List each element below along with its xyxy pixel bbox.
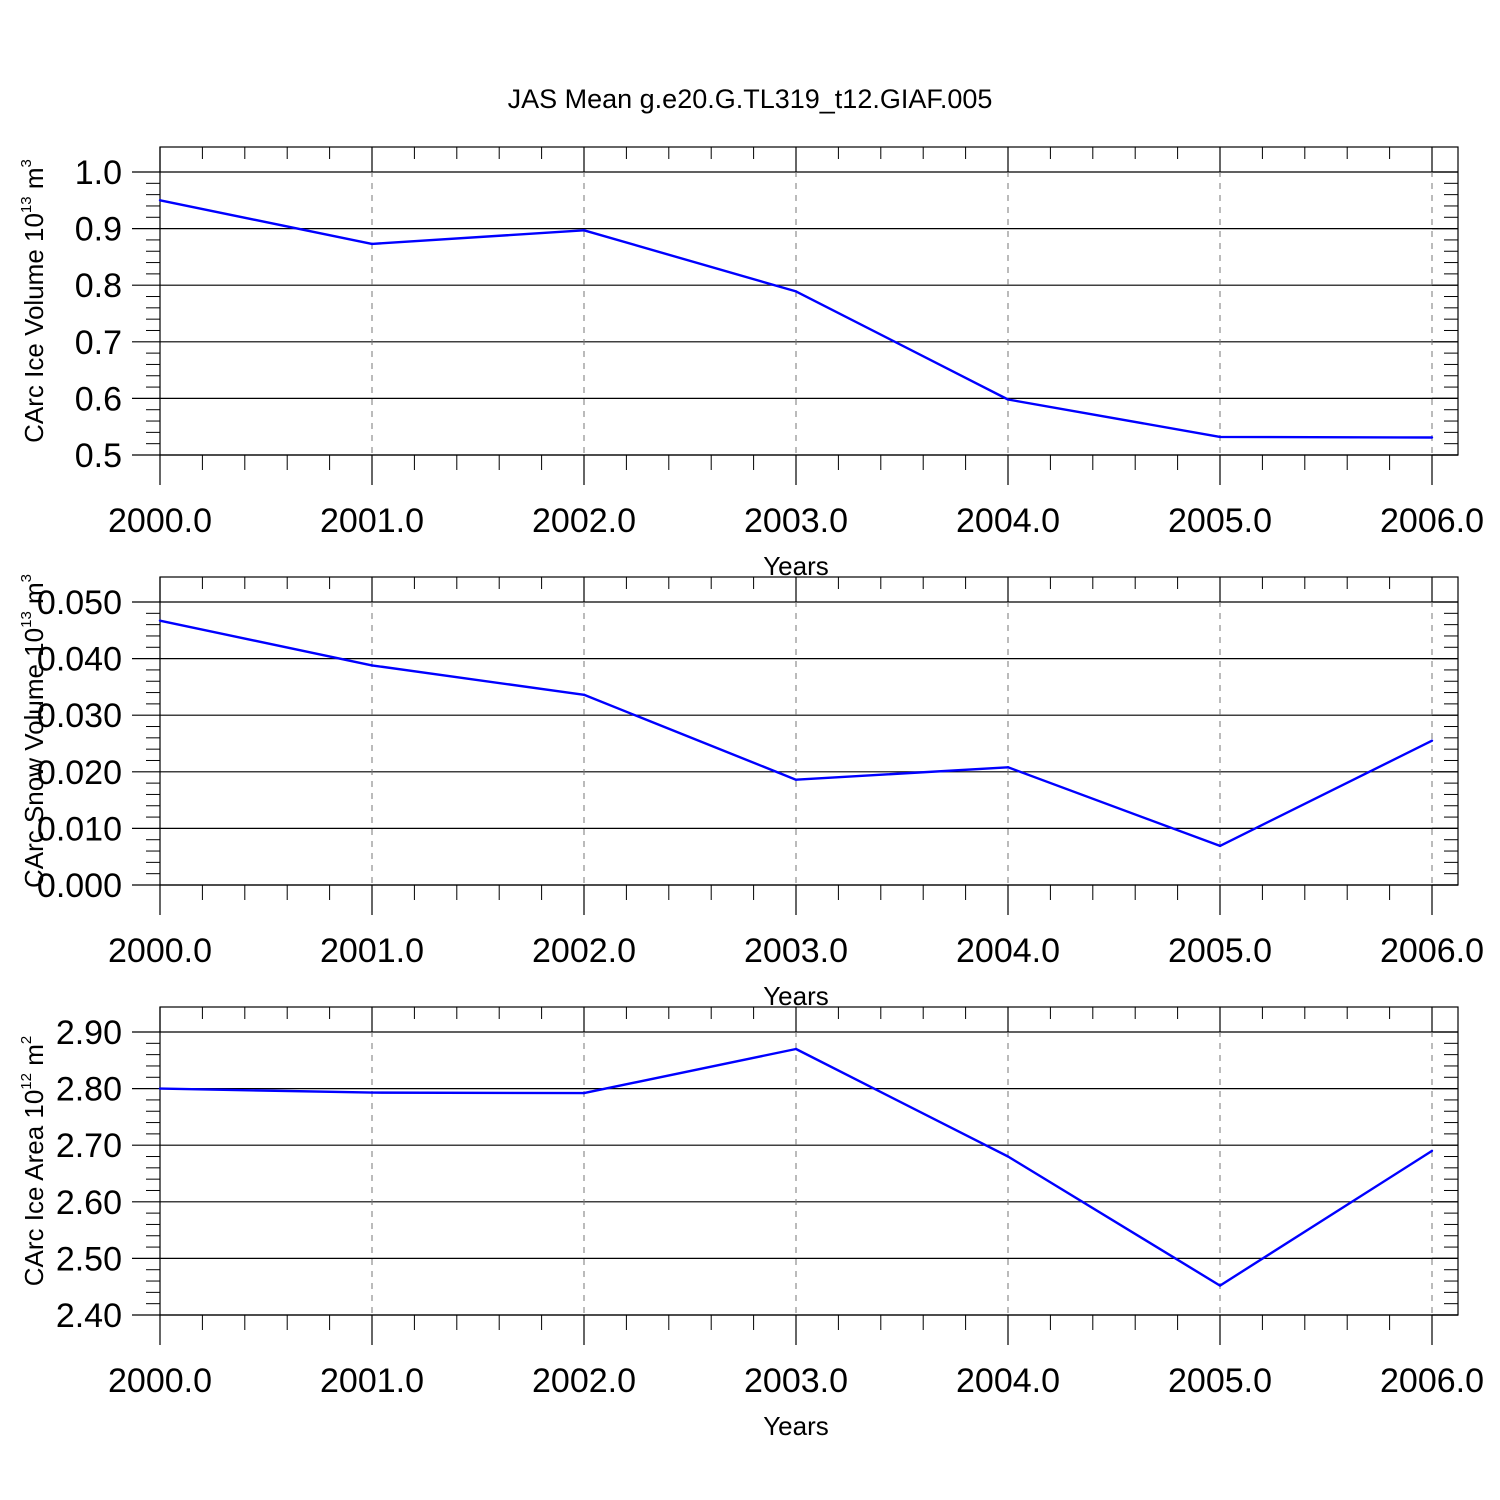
data-point — [794, 290, 798, 293]
plot-frame — [159, 1006, 1459, 1316]
data-point — [794, 778, 798, 781]
plot-frame — [159, 576, 1459, 886]
data-point — [1430, 739, 1434, 742]
x-axis-title: Years — [763, 551, 829, 581]
y-tick-label: 2.70 — [56, 1127, 122, 1165]
x-tick-label: 2000.0 — [108, 1362, 212, 1400]
data-point — [1430, 1149, 1434, 1153]
data-point — [158, 199, 162, 202]
y-axis-title-part: 3 — [18, 159, 35, 167]
x-tick-label: 2004.0 — [956, 1362, 1060, 1400]
x-tick-label: 2001.0 — [320, 1362, 424, 1400]
x-tick-label: 2000.0 — [108, 502, 212, 540]
y-axis-title-part: 12 — [18, 1073, 35, 1090]
data-point — [370, 242, 374, 246]
chart-title: JAS Mean g.e20.G.TL319_t12.GIAF.005 — [508, 84, 993, 114]
x-tick-label: 2003.0 — [744, 1362, 848, 1400]
y-axis-title-part: 13 — [18, 196, 35, 213]
x-tick-label: 2001.0 — [320, 502, 424, 540]
data-point — [370, 1091, 374, 1094]
data-point — [370, 664, 374, 667]
data-point — [1006, 766, 1010, 769]
data-point — [1006, 398, 1010, 401]
x-tick-label: 2004.0 — [956, 932, 1060, 970]
data-point — [1218, 435, 1222, 439]
y-tick-label: 2.90 — [56, 1014, 122, 1052]
x-tick-label: 2005.0 — [1168, 502, 1272, 540]
y-axis-title: CArc Ice Area 1012 m2 — [18, 1036, 49, 1286]
x-tick-label: 2001.0 — [320, 932, 424, 970]
y-tick-label: 0.010 — [37, 810, 122, 848]
data-point — [582, 229, 586, 232]
x-tick-label: 2003.0 — [744, 932, 848, 970]
y-tick-label: 0.6 — [75, 380, 122, 418]
x-tick-label: 2000.0 — [108, 932, 212, 970]
data-point — [158, 1087, 162, 1090]
y-axis-title-part: m — [19, 582, 49, 611]
data-point — [1218, 844, 1222, 848]
y-axis-title: CArc Ice Volume 1013 m3 — [18, 159, 49, 443]
y-axis-title-part: 2 — [18, 1036, 35, 1044]
y-axis-title-part: m — [19, 1044, 49, 1073]
y-tick-label: 0.020 — [37, 754, 122, 792]
y-tick-label: 2.40 — [56, 1297, 122, 1335]
y-axis-title-part: 13 — [18, 611, 35, 628]
y-tick-label: 0.7 — [75, 324, 122, 362]
x-tick-label: 2006.0 — [1380, 1362, 1484, 1400]
x-axis-title: Years — [763, 1411, 829, 1441]
x-axis-title: Years — [763, 981, 829, 1011]
x-tick-label: 2002.0 — [532, 932, 636, 970]
y-tick-label: 2.50 — [56, 1240, 122, 1278]
y-tick-label: 0.9 — [75, 211, 122, 249]
x-tick-label: 2003.0 — [744, 502, 848, 540]
data-point — [1430, 436, 1434, 439]
x-tick-label: 2002.0 — [532, 502, 636, 540]
y-tick-label: 2.80 — [56, 1071, 122, 1109]
y-tick-label: 0.8 — [75, 267, 122, 305]
data-point — [1006, 1155, 1010, 1158]
y-axis-title-part: CArc Snow Volume 10 — [19, 628, 49, 888]
y-axis-title-part: CArc Ice Area 10 — [19, 1090, 49, 1287]
y-axis-title: CArc Snow Volume 1013 m3 — [18, 574, 49, 888]
x-tick-label: 2006.0 — [1380, 932, 1484, 970]
y-tick-label: 0.000 — [37, 867, 122, 905]
y-tick-label: 0.040 — [37, 641, 122, 679]
x-tick-label: 2005.0 — [1168, 932, 1272, 970]
y-axis-title-part: m — [19, 167, 49, 196]
data-point — [158, 619, 162, 622]
y-tick-label: 0.5 — [75, 437, 122, 475]
y-tick-label: 0.030 — [37, 697, 122, 735]
panel-1: 0.5 0.6 0.7 0.8 0.9 1.0 2000.0 2001.0 2002.0 2003… — [18, 146, 1484, 581]
x-tick-label: 2004.0 — [956, 502, 1060, 540]
data-point — [1218, 1284, 1222, 1287]
y-axis-title-part: 3 — [18, 574, 35, 582]
panel-3: 2.40 2.50 2.60 2.70 2.80 2.90 2000.0 2001.0 2002… — [18, 1006, 1484, 1441]
plot-frame — [159, 146, 1459, 456]
data-point — [582, 693, 586, 697]
x-tick-label: 2006.0 — [1380, 502, 1484, 540]
panel-2: 0.000 0.010 0.020 0.030 0.040 0.050 2000.0 2001… — [18, 574, 1484, 1011]
data-point — [582, 1091, 586, 1095]
data-point — [794, 1047, 798, 1051]
y-tick-label: 1.0 — [75, 154, 122, 192]
x-tick-label: 2002.0 — [532, 1362, 636, 1400]
y-axis-title-part: CArc Ice Volume 10 — [19, 213, 49, 443]
y-tick-label: 0.050 — [37, 584, 122, 622]
y-tick-label: 2.60 — [56, 1184, 122, 1222]
x-tick-label: 2005.0 — [1168, 1362, 1272, 1400]
